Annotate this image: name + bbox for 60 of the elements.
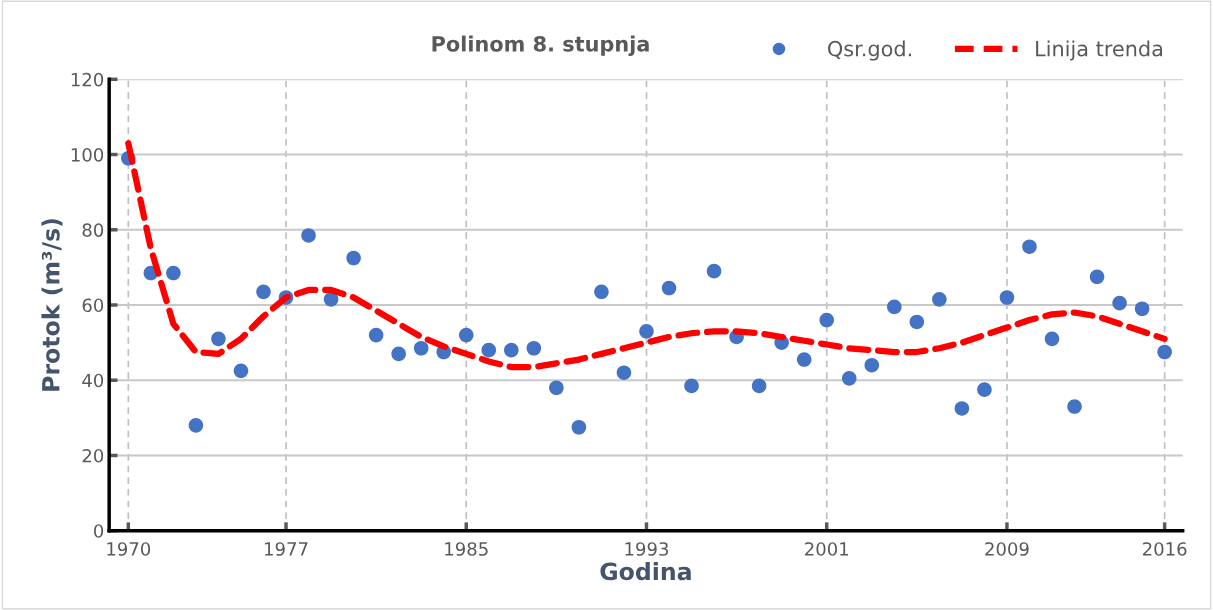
point (751, 378, 767, 394)
point (571, 419, 587, 435)
y-tick-label: 60 (82, 298, 104, 313)
legend-label: Linija trenda (1036, 40, 1163, 61)
point (481, 342, 497, 358)
point (346, 250, 361, 266)
y-tick-label: 120 (71, 72, 104, 87)
x-tick-label: 1977 (265, 542, 308, 556)
x-tick-label: 2009 (985, 542, 1029, 556)
point (954, 401, 970, 416)
point (458, 327, 474, 343)
x-tick-label: 1993 (625, 542, 669, 556)
legend-label: Qsr.god. (828, 40, 911, 61)
point (616, 365, 632, 380)
point (1044, 331, 1060, 347)
point (301, 228, 316, 243)
point (188, 418, 204, 433)
point (1134, 301, 1150, 317)
point (549, 380, 564, 396)
y-tick-label: 100 (71, 147, 104, 162)
y-axis-title: Protok (m³/s) (41, 219, 63, 391)
point (1089, 269, 1105, 285)
point (864, 357, 880, 373)
point (841, 371, 857, 386)
point (1022, 239, 1037, 254)
point (504, 342, 519, 358)
point (909, 314, 925, 330)
y-tick-label: 0 (94, 524, 104, 538)
point (999, 290, 1015, 305)
point (819, 312, 834, 328)
point (526, 340, 542, 356)
point (391, 346, 406, 362)
point (639, 324, 654, 339)
point (1112, 295, 1127, 311)
x-tick-label: 1985 (445, 542, 488, 556)
point (256, 284, 271, 300)
x-axis-title: Godina (600, 562, 691, 581)
point (932, 292, 947, 307)
point (887, 299, 902, 315)
y-tick-label: 20 (82, 448, 104, 463)
point (166, 265, 181, 281)
x-tick-label: 2016 (1143, 542, 1187, 556)
point (706, 263, 722, 279)
x-tick-label: 2001 (805, 542, 849, 556)
point (233, 363, 249, 379)
point (661, 280, 677, 296)
y-tick-label: 80 (82, 223, 104, 237)
point (323, 292, 339, 307)
point (796, 352, 812, 367)
point (211, 331, 226, 347)
y-tick-label: 40 (82, 373, 104, 388)
chart-title: Polinom 8. stupnja (432, 35, 649, 56)
point (368, 327, 384, 343)
point (1067, 399, 1082, 414)
point (1157, 344, 1172, 360)
point (977, 382, 992, 397)
point (594, 284, 609, 300)
x-tick-label: 1970 (107, 542, 151, 556)
point (684, 378, 699, 394)
point (413, 340, 429, 356)
